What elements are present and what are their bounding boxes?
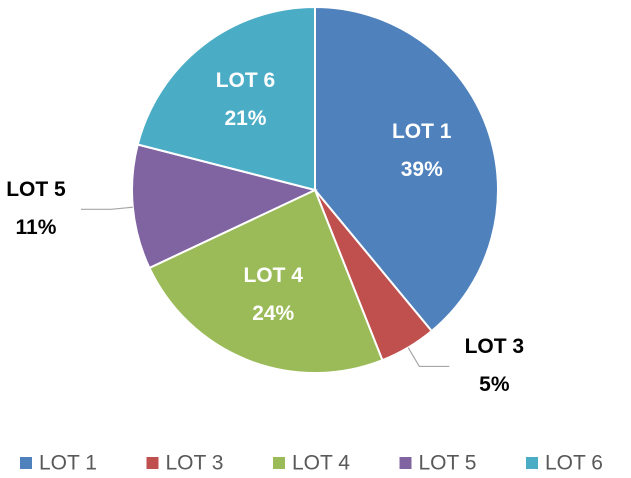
legend-swatch	[273, 457, 285, 469]
data-label-value: 11%	[16, 216, 57, 239]
legend-label: LOT 3	[166, 452, 224, 475]
pie-slice	[148, 188, 384, 374]
leader-line	[407, 347, 450, 368]
data-label-value: 5%	[479, 373, 510, 396]
data-label-name: LOT 1	[392, 120, 452, 143]
data-label-name: LOT 4	[243, 264, 303, 287]
leader-line	[80, 206, 133, 210]
data-label-name: LOT 6	[216, 69, 276, 92]
legend-label: LOT 5	[419, 452, 477, 475]
legend-label: LOT 6	[545, 452, 603, 475]
data-label-name: LOT 3	[465, 335, 525, 358]
legend-swatch	[146, 457, 159, 469]
pie-slice	[314, 5, 499, 333]
legend-label: LOT 4	[292, 452, 350, 475]
legend-swatch	[20, 457, 32, 469]
data-label-value: 24%	[252, 302, 294, 325]
pie-slice	[136, 5, 316, 192]
data-label-value: 21%	[224, 107, 266, 130]
data-label-value: 39%	[401, 158, 443, 181]
legend-swatch	[526, 457, 538, 469]
legend-swatch	[399, 457, 412, 469]
legend-label: LOT 1	[39, 452, 97, 475]
data-label-name: LOT 5	[6, 178, 66, 201]
